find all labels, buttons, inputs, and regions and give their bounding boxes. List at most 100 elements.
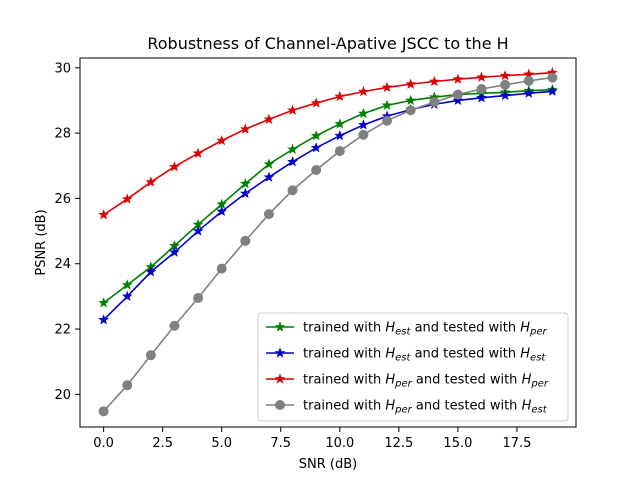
data-point xyxy=(310,130,322,141)
legend-marker xyxy=(274,373,286,384)
data-point xyxy=(334,90,346,102)
data-point xyxy=(523,75,534,86)
data-point xyxy=(121,279,133,290)
legend-label: trained with Hest and tested with Hest xyxy=(303,347,546,364)
x-tick-label: 0.0 xyxy=(93,436,114,451)
data-point xyxy=(476,71,487,82)
data-point xyxy=(240,235,251,246)
data-point xyxy=(263,158,275,169)
data-point xyxy=(499,69,511,81)
legend-text-part: H xyxy=(520,321,530,336)
data-point xyxy=(381,99,393,110)
data-point xyxy=(169,246,180,257)
data-point xyxy=(452,89,463,100)
x-tick-label: 15.0 xyxy=(443,436,472,451)
data-point xyxy=(287,104,298,115)
legend-marker xyxy=(274,321,286,332)
data-point xyxy=(169,161,180,172)
data-point xyxy=(358,107,369,119)
legend-text-part: trained with xyxy=(303,399,385,414)
legend-text-part: and tested with xyxy=(412,373,522,388)
legend-text-part: H xyxy=(522,373,532,388)
legend-text-part: est xyxy=(531,405,547,416)
legend-text-part: H xyxy=(520,347,530,362)
legend-text-part: H xyxy=(385,399,395,414)
plot-frame xyxy=(79,57,577,428)
data-point xyxy=(263,209,274,220)
y-tick-label: 30 xyxy=(54,61,71,76)
chart-title: Robustness of Channel-Apative JSCC to th… xyxy=(147,34,508,53)
data-point xyxy=(334,118,346,129)
legend-entry: trained with Hest and tested with Hest xyxy=(266,347,546,364)
legend-text-part: and tested with xyxy=(412,399,522,414)
data-point xyxy=(121,193,133,204)
data-point xyxy=(122,380,133,391)
x-axis-label: SNR (dB) xyxy=(299,457,357,472)
legend-text-part: H xyxy=(385,321,395,336)
series-layer xyxy=(98,67,558,417)
data-point xyxy=(239,178,251,189)
x-tick-label: 10.0 xyxy=(325,436,354,451)
data-point xyxy=(145,176,157,187)
legend-text-part: est xyxy=(395,353,411,364)
data-point xyxy=(287,185,298,196)
x-axis-ticks: 0.0 2.5 5.0 7.5 10.0 12.5 15.0 17.5 xyxy=(93,427,531,451)
legend-text-part: per xyxy=(394,405,413,416)
x-tick-label: 17.5 xyxy=(502,436,531,451)
data-point xyxy=(405,78,417,89)
data-point xyxy=(405,94,417,106)
data-point xyxy=(429,97,440,108)
legend-text-part: H xyxy=(522,399,532,414)
data-point xyxy=(98,314,110,325)
data-point xyxy=(98,209,110,220)
data-point xyxy=(192,147,204,158)
data-point xyxy=(169,320,180,331)
series-4 xyxy=(98,72,558,417)
data-point xyxy=(193,293,204,304)
data-point xyxy=(311,165,322,176)
data-point xyxy=(216,205,228,217)
data-point xyxy=(476,92,487,103)
legend-label: trained with Hper and tested with Hper xyxy=(303,373,549,390)
data-point xyxy=(546,85,558,96)
series-1 xyxy=(98,84,558,308)
y-tick-label: 24 xyxy=(54,257,71,272)
legend-text-part: and tested with xyxy=(410,347,520,362)
data-point xyxy=(98,406,109,417)
y-axis-ticks: 20 22 24 26 28 30 xyxy=(54,61,80,403)
x-tick-label: 5.0 xyxy=(211,436,232,451)
legend-entry: trained with Hper and tested with Hest xyxy=(266,399,548,416)
data-point xyxy=(358,119,369,130)
data-point xyxy=(452,94,464,106)
data-point xyxy=(145,350,156,361)
data-point xyxy=(500,79,511,90)
data-point xyxy=(310,97,322,108)
legend-text-part: est xyxy=(395,327,411,338)
legend-text-part: per xyxy=(529,327,548,338)
legend-text-part: H xyxy=(385,373,395,388)
data-point xyxy=(523,87,535,98)
data-point xyxy=(263,113,275,124)
data-point xyxy=(428,75,440,87)
legend-text-part: and tested with xyxy=(410,321,520,336)
data-point xyxy=(287,156,298,167)
data-point xyxy=(499,89,511,101)
series-line xyxy=(103,90,553,321)
legend-text-part: trained with xyxy=(303,321,385,336)
legend-text-part: per xyxy=(530,379,549,390)
legend-text-part: trained with xyxy=(303,347,385,362)
data-point xyxy=(145,266,157,277)
series-line xyxy=(103,88,553,304)
legend-label: trained with Hest and tested with Hper xyxy=(303,321,548,338)
legend-marker xyxy=(275,400,285,410)
data-point xyxy=(310,142,322,153)
legend: trained with Hest and tested with Hpertr… xyxy=(257,312,569,422)
x-tick-label: 12.5 xyxy=(384,436,413,451)
data-point xyxy=(382,115,393,126)
y-tick-label: 28 xyxy=(54,127,71,142)
legend-text-part: trained with xyxy=(303,373,385,388)
data-point xyxy=(216,134,228,146)
data-point xyxy=(98,297,110,308)
data-point xyxy=(547,72,558,83)
